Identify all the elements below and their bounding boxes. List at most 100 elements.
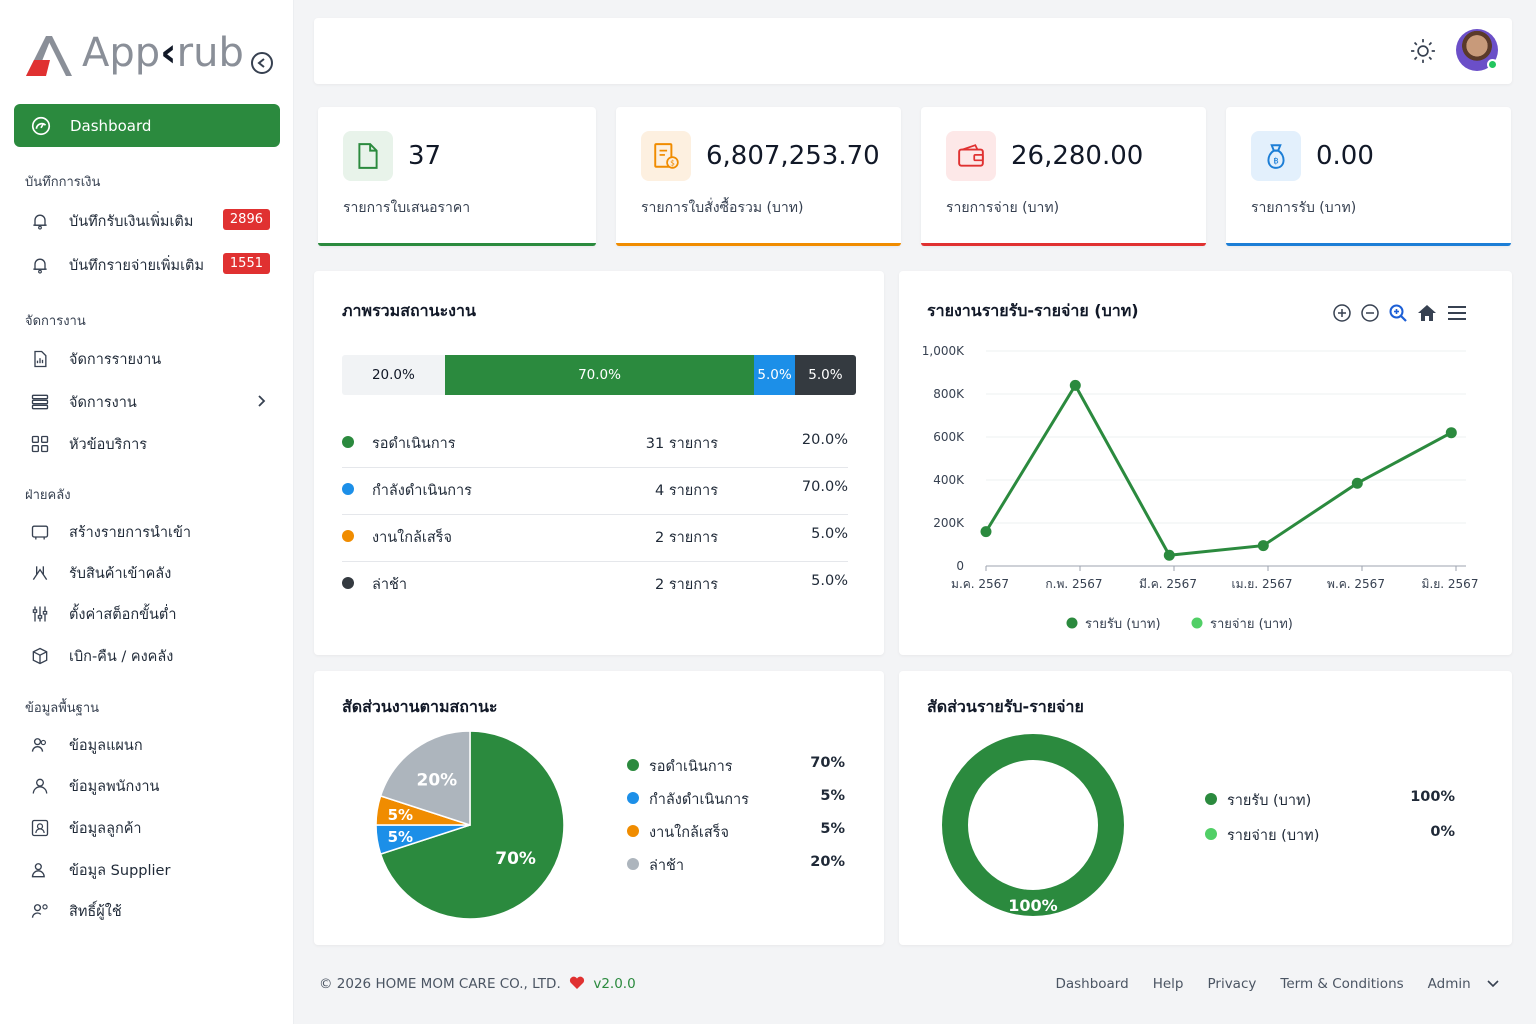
footer-link-help[interactable]: Help [1152,976,1184,992]
footer-admin-menu[interactable]: Admin [1428,976,1499,992]
section-title-finance: บันทึกการเงิน [25,175,101,190]
pie-slice[interactable] [379,730,565,920]
section-title-warehouse: ฝ่ายคลัง [25,488,71,503]
sidebar-item-min-stock[interactable]: ตั้งค่าสต็อกขั้นต่ำ [30,599,280,629]
sidebar-item-withdraw-return[interactable]: เบิก-คืน / คงคลัง [30,641,280,671]
stat-card-payments[interactable]: 26,280.00 รายการจ่าย (บาท) [921,107,1206,246]
footer-link-privacy[interactable]: Privacy [1207,976,1257,992]
sidebar-item-extra-expense[interactable]: บันทึกรายจ่ายเพิ่มเติม 1551 [30,250,280,280]
count-badge: 1551 [222,253,270,274]
zoom-in-icon[interactable] [1332,303,1352,323]
sidebar-item-label: สร้างรายการนำเข้า [69,524,192,541]
status-name: รอดำเนินการ [372,436,456,452]
sidebar-item-customers[interactable]: ข้อมูลลูกค้า [30,813,280,843]
sidebar-item-label: จัดการรายงาน [69,351,162,368]
legend-percent: 100% [1410,789,1455,805]
footer-link-dashboard[interactable]: Dashboard [1055,976,1129,992]
legend-label[interactable]: รายจ่าย (บาท) [1210,617,1293,632]
sidebar-item-extra-income[interactable]: บันทึกรับเงินเพิ่มเติม 2896 [30,206,280,236]
sidebar-item-dashboard[interactable]: Dashboard [14,104,280,147]
box-icon [32,647,48,665]
data-point[interactable] [1163,549,1175,561]
panel-title: ภาพรวมสถานะงาน [342,301,476,320]
footer: © 2026 HOME MOM CARE CO., LTD. v2.0.0 Da… [319,976,1499,996]
stat-value: 0.00 [1316,141,1374,171]
sidebar-item-label: เบิก-คืน / คงคลัง [69,648,174,665]
sidebar-item-reports[interactable]: จัดการรายงาน [30,344,280,374]
stat-label: รายการจ่าย (บาท) [946,200,1060,216]
admin-label: Admin [1427,976,1471,992]
data-point[interactable] [1069,379,1081,391]
sidebar-item-jobs[interactable]: จัดการงาน [30,387,280,417]
y-tick-label: 400K [933,473,965,487]
legend-marker [1191,617,1203,629]
stat-card-quotations[interactable]: 37 รายการใบเสนอราคา [318,107,596,246]
sidebar-item-label: ข้อมูลแผนก [69,737,143,754]
income-expense-ratio-panel: สัดส่วนรายรับ-รายจ่าย 100% รายรับ (บาท) 1… [899,671,1512,945]
donut-chart: 100% [942,734,1124,916]
data-point[interactable] [980,526,992,538]
sidebar-item-suppliers[interactable]: ข้อมูล Supplier [30,855,280,885]
stat-icon-box [343,131,393,181]
stat-icon-box: ฿ [1251,131,1301,181]
online-status-dot [1487,59,1498,70]
stat-label: รายการใบสั่งซื้อรวม (บาท) [641,200,804,216]
sidebar-item-receive-stock[interactable]: รับสินค้าเข้าคลัง [30,558,280,588]
status-row: กำลังดำเนินการ 4 รายการ 70.0% [342,468,848,515]
legend-item[interactable]: ล่าช้า 20% [627,854,845,876]
legend-item[interactable]: รอดำเนินการ 70% [627,755,845,777]
sidebar-item-label: ข้อมูล Supplier [69,862,171,879]
x-tick-label: พ.ค. 2567 [1327,577,1385,591]
slice-label: 20% [416,770,457,790]
legend-percent: 20% [810,854,845,870]
status-bar-segment: 20.0% [342,355,445,395]
logo[interactable]: App‹rub [24,28,244,84]
version-text: v2.0.0 [593,976,636,992]
sidebar-item-label: สิทธิ์ผู้ใช้ [69,903,122,920]
y-tick-label: 600K [933,430,965,444]
theme-toggle-sun-icon[interactable] [1410,38,1436,64]
collapse-sidebar-button[interactable] [251,52,273,74]
status-percent: 5.0% [811,573,848,589]
home-reset-icon[interactable] [1416,303,1438,323]
stat-card-purchase-orders[interactable]: $ 6,807,253.70 รายการใบสั่งซื้อรวม (บาท) [616,107,901,246]
sidebar-item-user-permissions[interactable]: สิทธิ์ผู้ใช้ [30,896,280,926]
data-point[interactable] [1257,540,1269,552]
truck-icon [31,525,49,540]
pie-slice[interactable] [379,730,471,827]
document-icon [358,143,378,169]
sidebar: App‹rub Dashboard บันทึกการเงิน บันทึกรั… [0,0,294,1024]
menu-icon[interactable] [1446,303,1468,323]
y-tick-label: 0 [956,559,964,573]
status-name: งานใกล้เสร็จ [372,530,452,546]
sidebar-item-service-topics[interactable]: หัวข้อบริการ [30,429,280,459]
legend-item[interactable]: งานใกล้เสร็จ 5% [627,821,845,843]
delivery-arrows-icon [32,566,48,581]
chevron-down-icon [1487,980,1499,988]
legend-item[interactable]: รายรับ (บาท) 100% [1205,789,1455,811]
sidebar-item-employees[interactable]: ข้อมูลพนักงาน [30,771,280,801]
donut-segment[interactable] [942,734,1124,916]
legend-label[interactable]: รายรับ (บาท) [1085,617,1161,632]
zoom-out-icon[interactable] [1360,303,1380,323]
data-point[interactable] [1445,427,1457,439]
sidebar-item-create-import[interactable]: สร้างรายการนำเข้า [30,517,280,547]
legend-item[interactable]: รายจ่าย (บาท) 0% [1205,824,1455,846]
stat-accent-bar [318,243,596,246]
data-point[interactable] [1351,477,1363,489]
sidebar-item-departments[interactable]: ข้อมูลแผนก [30,730,280,760]
bell-icon [33,214,47,230]
stat-card-receipts[interactable]: ฿ 0.00 รายการรับ (บาท) [1226,107,1511,246]
y-tick-label: 1,000K [922,344,965,358]
stat-label: รายการรับ (บาท) [1251,200,1357,216]
legend-label: รายรับ (บาท) [1227,793,1312,809]
sidebar-item-label: ข้อมูลพนักงาน [69,778,160,795]
status-dot [342,436,354,448]
heart-icon [569,976,585,989]
footer-link-terms[interactable]: Term & Conditions [1280,976,1404,992]
series-line-income [984,382,1453,557]
legend-label: ล่าช้า [649,858,685,874]
legend-item[interactable]: กำลังดำเนินการ 5% [627,788,845,810]
magnifier-icon[interactable] [1388,303,1408,323]
x-tick-label: เม.ย. 2567 [1231,577,1292,591]
